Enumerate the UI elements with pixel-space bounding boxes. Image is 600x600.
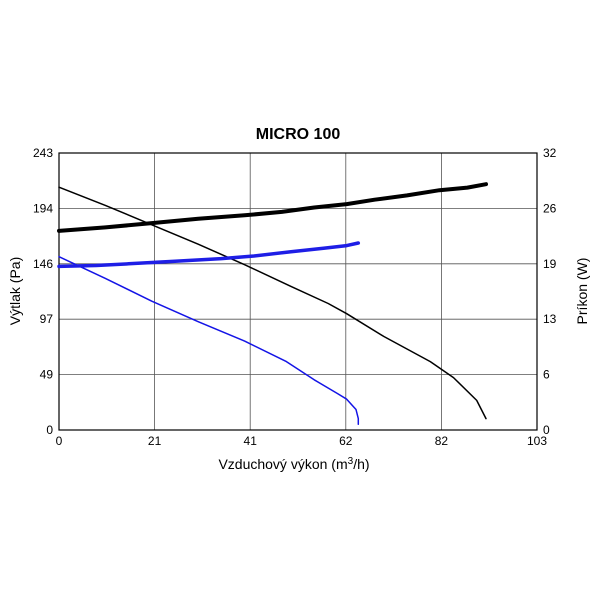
series-line-2 — [58, 255, 360, 426]
y-tick-label: 243 — [33, 146, 53, 160]
y2-tick-label: 26 — [543, 201, 557, 215]
x-tick-label: 21 — [148, 434, 162, 448]
x-tick-label: 62 — [339, 434, 353, 448]
y-tick-label: 97 — [40, 312, 54, 326]
series-line-4 — [57, 241, 361, 269]
y-tick-labels: 0 49 97 146 194 243 — [33, 146, 53, 437]
series-line-3 — [57, 182, 488, 233]
x-tick-label: 82 — [435, 434, 449, 448]
plot-frame — [58, 152, 538, 431]
x-tick-labels: 0 21 41 62 82 103 — [56, 434, 548, 448]
y-tick-label: 194 — [33, 201, 53, 215]
x-tick-label: 0 — [56, 434, 63, 448]
x-tick-label: 41 — [244, 434, 258, 448]
series-group — [57, 182, 488, 426]
y2-tick-label: 19 — [543, 257, 557, 271]
x-tick-label: 103 — [527, 434, 547, 448]
y-tick-label: 49 — [40, 368, 54, 382]
x-axis-label: Vzduchový výkon (m3/h) — [218, 456, 369, 472]
y2-tick-label: 0 — [543, 423, 550, 437]
y-axis-label: Výtlak (Pa) — [7, 257, 23, 325]
y-tick-label: 146 — [33, 257, 53, 271]
y2-axis-label: Príkon (W) — [574, 258, 590, 325]
y2-tick-labels: 0 6 13 19 26 32 — [543, 146, 557, 437]
chart-title: MICRO 100 — [256, 126, 341, 143]
y2-tick-label: 13 — [543, 312, 557, 326]
y-tick-label: 0 — [46, 423, 53, 437]
y2-tick-label: 6 — [543, 368, 550, 382]
y2-tick-label: 32 — [543, 146, 557, 160]
